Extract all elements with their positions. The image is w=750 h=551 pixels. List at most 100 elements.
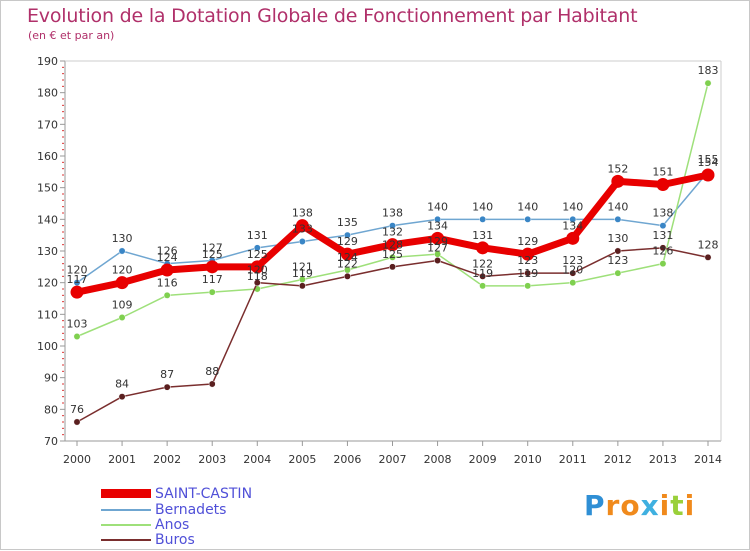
logo-letter: r bbox=[605, 489, 621, 522]
data-label-buros-2008: 127 bbox=[427, 242, 448, 255]
chart-title: Evolution de la Dotation Globale de Fonc… bbox=[27, 5, 638, 27]
data-label-saint-castin-2003: 125 bbox=[202, 248, 223, 261]
x-tick-label-2007: 2007 bbox=[379, 453, 407, 466]
y-tick-label-90: 90 bbox=[44, 372, 58, 385]
point-buros-2002 bbox=[163, 383, 171, 391]
point-buros-2004 bbox=[253, 279, 261, 287]
point-buros-2007 bbox=[389, 263, 396, 271]
legend-label-buros: Buros bbox=[155, 531, 195, 548]
point-saint-castin-2013 bbox=[656, 178, 670, 191]
data-label-saint-castin-2004: 125 bbox=[247, 248, 268, 261]
data-label-buros-2013: 131 bbox=[652, 229, 673, 242]
data-label-bernadets-2004: 131 bbox=[247, 229, 268, 242]
x-tick-label-2014: 2014 bbox=[694, 453, 722, 466]
data-label-bernadets-2000: 120 bbox=[67, 264, 88, 277]
point-buros-2003 bbox=[208, 380, 216, 388]
data-label-bernadets-2003: 127 bbox=[202, 242, 223, 255]
point-saint-castin-2010 bbox=[521, 247, 535, 261]
x-tick-label-2002: 2002 bbox=[153, 453, 181, 466]
x-tick-label-2003: 2003 bbox=[198, 453, 226, 466]
point-anos-2009 bbox=[479, 282, 487, 290]
data-label-saint-castin-2005: 138 bbox=[292, 207, 313, 220]
y-tick-label-120: 120 bbox=[37, 277, 58, 290]
point-bernadets-2006 bbox=[343, 231, 351, 239]
data-label-saint-castin-2013: 151 bbox=[652, 166, 673, 179]
point-bernadets-2010 bbox=[524, 215, 532, 223]
data-label-anos-2013: 126 bbox=[652, 245, 673, 258]
point-saint-castin-2012 bbox=[611, 174, 625, 188]
data-label-buros-2006: 122 bbox=[337, 257, 358, 270]
chart-subtitle: (en € et par an) bbox=[28, 29, 115, 42]
data-label-anos-2006: 124 bbox=[337, 251, 358, 264]
data-label-anos-2003: 117 bbox=[202, 273, 223, 286]
point-bernadets-2013 bbox=[659, 222, 667, 230]
point-buros-2006 bbox=[343, 272, 351, 280]
point-buros-2011 bbox=[569, 269, 577, 277]
logo-letter: o bbox=[620, 489, 641, 522]
logo-letter: x bbox=[640, 489, 660, 522]
legend-label-anos: Anos bbox=[155, 516, 190, 533]
y-tick-label-160: 160 bbox=[37, 150, 58, 163]
point-buros-2014 bbox=[704, 253, 712, 261]
point-bernadets-2007 bbox=[389, 222, 396, 230]
point-bernadets-2009 bbox=[479, 215, 487, 223]
point-bernadets-2004 bbox=[253, 244, 261, 252]
x-tick-label-2013: 2013 bbox=[649, 453, 677, 466]
legend-item-buros: Buros bbox=[101, 531, 195, 548]
data-label-saint-castin-2006: 129 bbox=[337, 235, 358, 248]
legend-item-saint-castin: SAINT-CASTIN bbox=[101, 485, 253, 502]
point-buros-2010 bbox=[524, 269, 532, 277]
point-anos-2003 bbox=[208, 288, 216, 296]
data-label-bernadets-2013: 138 bbox=[652, 207, 673, 220]
legend-swatch-buros bbox=[101, 538, 151, 541]
point-buros-2005 bbox=[298, 282, 306, 290]
data-label-bernadets-2012: 140 bbox=[607, 200, 628, 213]
point-saint-castin-2000 bbox=[70, 285, 84, 299]
logo-letter: P bbox=[584, 489, 606, 522]
x-tick-label-2001: 2001 bbox=[108, 453, 136, 466]
series-layer bbox=[70, 79, 715, 426]
point-bernadets-2011 bbox=[569, 215, 577, 223]
data-label-saint-castin-2002: 124 bbox=[157, 251, 178, 264]
y-tick-label-170: 170 bbox=[37, 118, 58, 131]
y-tick-label-70: 70 bbox=[44, 435, 58, 448]
point-saint-castin-2002 bbox=[160, 263, 174, 277]
data-label-saint-castin-2009: 131 bbox=[472, 229, 493, 242]
data-label-buros-2007: 125 bbox=[382, 248, 403, 261]
data-label-bernadets-2007: 138 bbox=[382, 207, 403, 220]
point-saint-castin-2008 bbox=[431, 231, 445, 245]
legend-label-saint-castin: SAINT-CASTIN bbox=[155, 485, 253, 502]
point-anos-2001 bbox=[118, 314, 126, 321]
data-label-anos-2008: 129 bbox=[427, 235, 448, 248]
point-buros-2008 bbox=[434, 257, 442, 264]
data-label-anos-2011: 120 bbox=[562, 264, 583, 277]
data-label-buros-2011: 123 bbox=[562, 254, 583, 267]
data-label-saint-castin-2001: 120 bbox=[112, 264, 133, 277]
point-anos-2002 bbox=[163, 291, 171, 299]
proxiti-logo: Proxiti bbox=[584, 489, 695, 522]
point-buros-2013 bbox=[659, 244, 667, 252]
point-saint-castin-2007 bbox=[386, 238, 399, 252]
y-tick-label-80: 80 bbox=[44, 403, 58, 416]
point-buros-2009 bbox=[479, 272, 487, 280]
point-bernadets-2012 bbox=[614, 215, 622, 223]
point-anos-2000 bbox=[73, 333, 81, 340]
x-tick-label-2004: 2004 bbox=[243, 453, 271, 466]
logo-letter: t bbox=[670, 489, 685, 522]
data-label-anos-2009: 119 bbox=[472, 267, 493, 280]
data-label-anos-2012: 123 bbox=[607, 254, 628, 267]
point-saint-castin-2004 bbox=[250, 260, 264, 274]
data-label-anos-2000: 103 bbox=[67, 318, 88, 331]
data-label-saint-castin-2014: 154 bbox=[698, 156, 719, 169]
data-label-bernadets-2006: 135 bbox=[337, 216, 358, 229]
y-tick-label-140: 140 bbox=[37, 213, 58, 226]
legend-item-anos: Anos bbox=[101, 516, 190, 533]
axes: 70 80 90 100 110 120 130 140 150 160 170 180 190 2000… bbox=[37, 55, 722, 466]
data-label-anos-2005: 121 bbox=[292, 261, 313, 274]
data-label-anos-2004: 118 bbox=[247, 270, 268, 283]
point-bernadets-2001 bbox=[118, 247, 126, 255]
data-label-buros-2014: 128 bbox=[698, 238, 719, 251]
data-label-bernadets-2002: 126 bbox=[157, 245, 178, 258]
point-buros-2000 bbox=[73, 418, 81, 426]
